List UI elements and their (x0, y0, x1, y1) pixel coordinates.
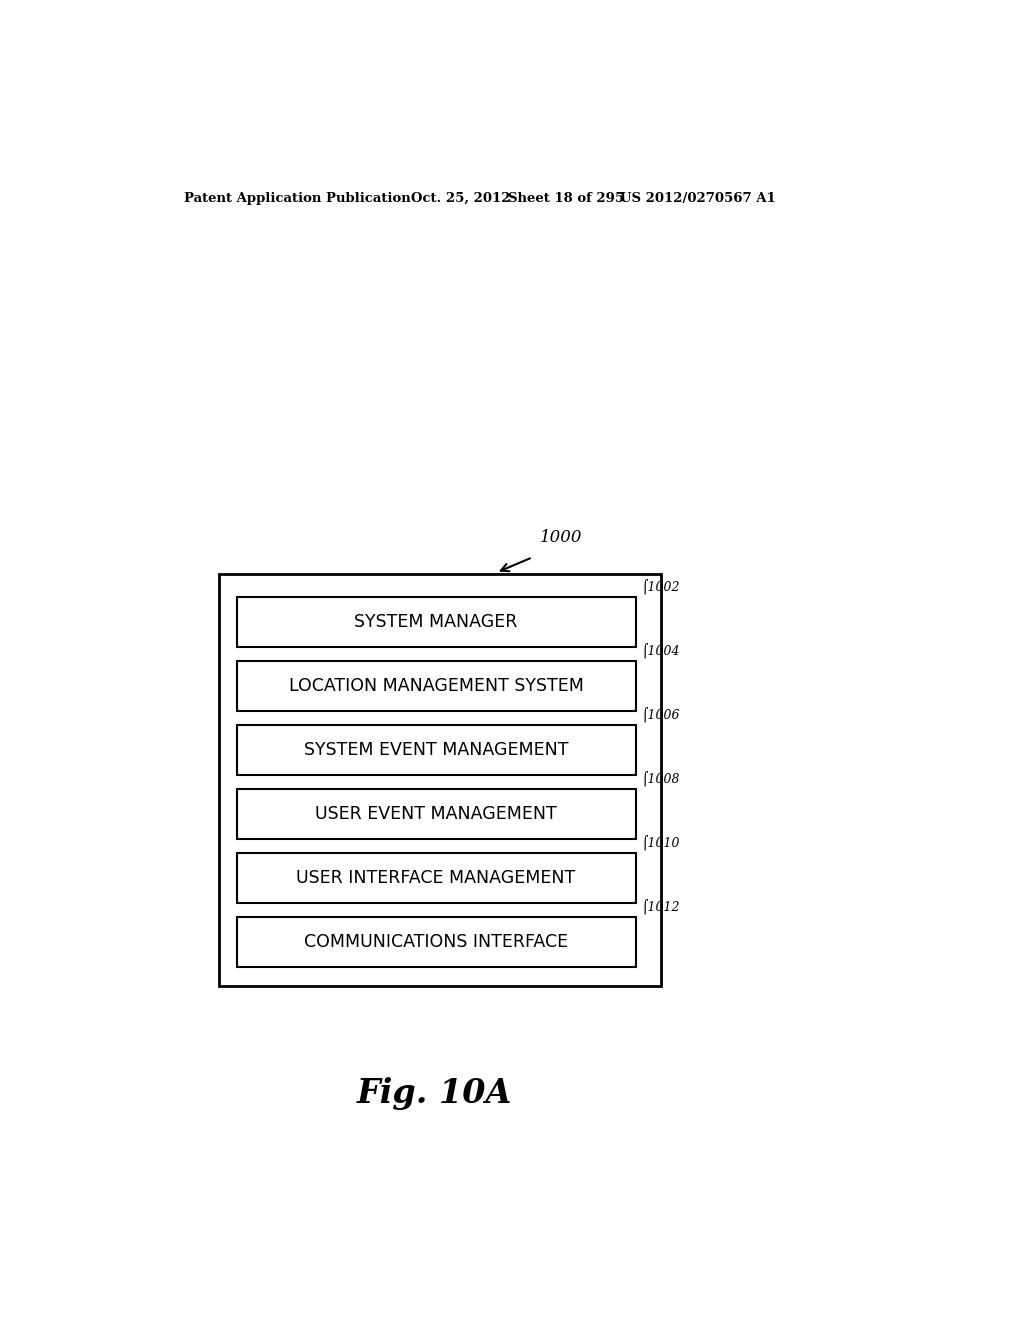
Text: ⌠1012: ⌠1012 (642, 899, 680, 913)
Text: ⌠1006: ⌠1006 (642, 706, 680, 722)
Text: ⌠1002: ⌠1002 (642, 579, 680, 594)
Text: ⌠1010: ⌠1010 (642, 834, 680, 850)
Text: USER EVENT MANAGEMENT: USER EVENT MANAGEMENT (315, 805, 557, 824)
Bar (237, 725, 636, 775)
Text: Patent Application Publication: Patent Application Publication (183, 191, 411, 205)
Text: Oct. 25, 2012: Oct. 25, 2012 (411, 191, 510, 205)
Text: ⌠1008: ⌠1008 (642, 771, 680, 785)
Text: SYSTEM MANAGER: SYSTEM MANAGER (354, 614, 518, 631)
Text: LOCATION MANAGEMENT SYSTEM: LOCATION MANAGEMENT SYSTEM (289, 677, 584, 696)
Text: COMMUNICATIONS INTERFACE: COMMUNICATIONS INTERFACE (304, 933, 568, 950)
Bar (237, 789, 636, 840)
Bar (237, 917, 636, 966)
Bar (219, 574, 662, 986)
Text: 1000: 1000 (541, 529, 583, 545)
Text: Fig. 10A: Fig. 10A (356, 1077, 512, 1110)
Bar (237, 661, 636, 711)
Text: ⌠1004: ⌠1004 (642, 643, 680, 659)
Text: US 2012/0270567 A1: US 2012/0270567 A1 (621, 191, 776, 205)
Text: SYSTEM EVENT MANAGEMENT: SYSTEM EVENT MANAGEMENT (304, 741, 568, 759)
Bar (237, 853, 636, 903)
Text: USER INTERFACE MANAGEMENT: USER INTERFACE MANAGEMENT (296, 869, 575, 887)
Bar (237, 598, 636, 647)
Text: Sheet 18 of 295: Sheet 18 of 295 (508, 191, 624, 205)
